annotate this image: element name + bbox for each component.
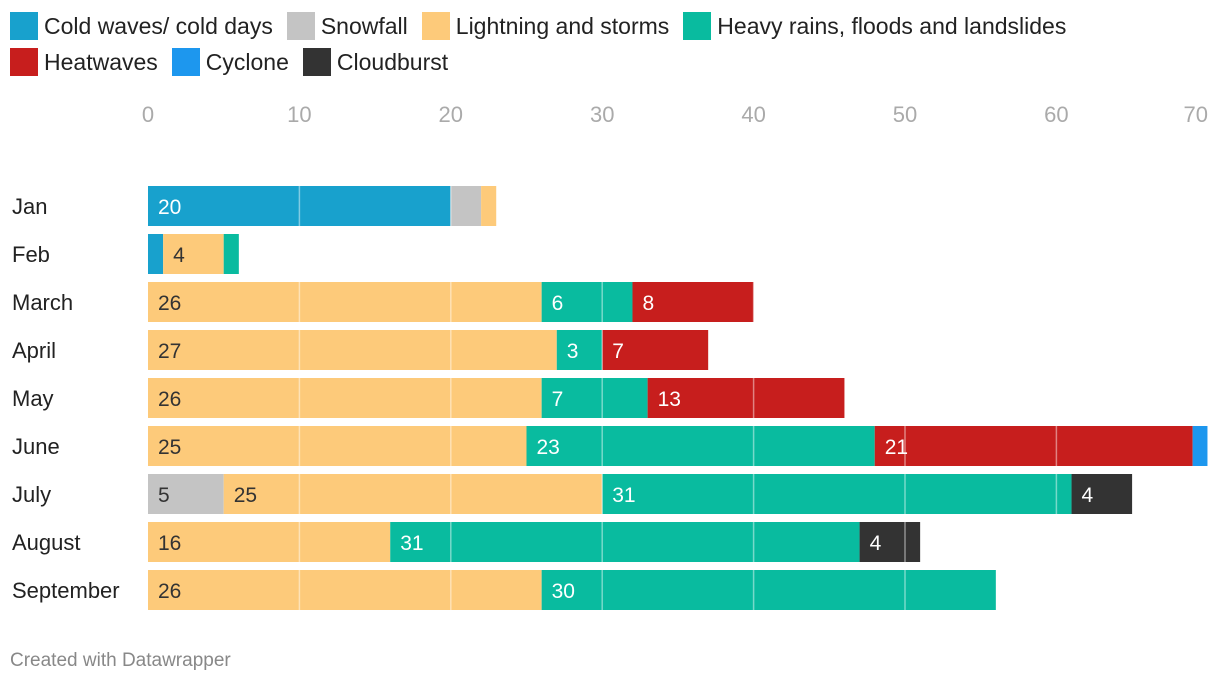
data-label-may-lightning-and-storms: 26: [158, 388, 181, 411]
data-label-july-lightning-and-storms: 25: [234, 484, 257, 507]
category-label-jan: Jan: [12, 194, 47, 219]
legend-item-snowfall: Snowfall: [286, 12, 408, 40]
x-tick-label-60: 60: [1044, 102, 1068, 127]
x-tick-label-20: 20: [439, 102, 463, 127]
legend-item-heatwaves: Heatwaves: [10, 48, 158, 76]
bar-august-heavy-rains-floods-and-landslides: [390, 522, 860, 562]
bar-march-heavy-rains-floods-and-landslides: [541, 282, 633, 322]
bar-jan-cold-waves-cold-days: [148, 186, 451, 226]
bar-march-lightning-and-storms: [148, 282, 542, 322]
bar-feb-heavy-rains-floods-and-landslides: [223, 234, 239, 274]
legend-item-cloudburst: Cloudburst: [302, 48, 449, 76]
bar-feb-cold-waves-cold-days: [148, 234, 164, 274]
data-label-july-cloudburst: 4: [1082, 484, 1094, 507]
bar-june-cyclone: [1192, 426, 1208, 466]
stacked-bar-chart: 0 10 20 30 40 50 60 70 Jan 20 Feb 4 March 26 6 8 April 27…: [12, 102, 1208, 610]
legend-label-cloudburst: Cloudburst: [336, 48, 449, 75]
bar-april-lightning-and-storms: [148, 330, 557, 370]
legend-item-cold-waves: Cold waves/ cold days: [10, 12, 273, 40]
footer-credit: Created with Datawrapper: [10, 650, 231, 671]
legend-label-cold-waves: Cold waves/ cold days: [44, 12, 273, 39]
data-label-august-heavy-rains-floods-and-landslides: 31: [400, 532, 423, 555]
bar-april-heavy-rains-floods-and-landslides: [556, 330, 603, 370]
bar-jan-snowfall: [450, 186, 482, 226]
bar-may-heavy-rains-floods-and-landslides: [541, 378, 648, 418]
data-label-may-heavy-rains-floods-and-landslides: 7: [552, 388, 564, 411]
category-label-feb: Feb: [12, 242, 50, 267]
legend-swatch-snowfall: [286, 12, 315, 40]
category-label-august: August: [12, 530, 81, 555]
bar-april-heatwaves: [602, 330, 709, 370]
legend-row: Heatwaves Cyclone Cloudburst: [10, 44, 1210, 80]
category-label-march: March: [12, 290, 73, 315]
legend-swatch-cloudburst: [302, 48, 331, 76]
data-label-march-lightning-and-storms: 26: [158, 292, 181, 315]
data-label-feb-lightning-and-storms: 4: [173, 244, 185, 267]
data-label-march-heatwaves: 8: [642, 292, 654, 315]
legend-item-cyclone: Cyclone: [171, 48, 289, 76]
category-label-may: May: [12, 386, 54, 411]
bar-july-cloudburst: [1071, 474, 1133, 514]
bar-june-heavy-rains-floods-and-landslides: [526, 426, 875, 466]
data-label-april-lightning-and-storms: 27: [158, 340, 181, 363]
data-label-june-heavy-rains-floods-and-landslides: 23: [537, 436, 560, 459]
bar-june-lightning-and-storms: [148, 426, 527, 466]
legend-label-lightning: Lightning and storms: [455, 12, 670, 39]
x-tick-label-50: 50: [893, 102, 917, 127]
legend-item-heavy-rains: Heavy rains, floods and landslides: [683, 12, 1066, 40]
bar-may-heatwaves: [647, 378, 845, 418]
data-label-june-heatwaves: 21: [885, 436, 908, 459]
data-label-september-heavy-rains-floods-and-landslides: 30: [552, 580, 575, 603]
bar-august-lightning-and-storms: [148, 522, 391, 562]
bar-september-lightning-and-storms: [148, 570, 542, 610]
x-tick-label-70: 70: [1184, 102, 1208, 127]
data-label-may-heatwaves: 13: [658, 388, 681, 411]
legend-swatch-heavy-rains: [683, 12, 712, 40]
legend: Cold waves/ cold days Snowfall Lightning…: [10, 8, 1210, 80]
data-label-august-cloudburst: 4: [870, 532, 882, 555]
data-label-august-lightning-and-storms: 16: [158, 532, 181, 555]
bar-july-lightning-and-storms: [223, 474, 603, 514]
bar-june-heatwaves: [874, 426, 1193, 466]
data-label-jan-cold-waves-cold-days: 20: [158, 196, 181, 219]
x-tick-label-40: 40: [741, 102, 765, 127]
bar-july-snowfall: [148, 474, 224, 514]
legend-item-lightning: Lightning and storms: [421, 12, 670, 40]
legend-swatch-lightning: [421, 12, 450, 40]
data-label-july-snowfall: 5: [158, 484, 170, 507]
bar-march-heatwaves: [632, 282, 754, 322]
legend-swatch-heatwaves: [10, 48, 38, 76]
bar-july-heavy-rains-floods-and-landslides: [602, 474, 1072, 514]
data-label-april-heatwaves: 7: [612, 340, 624, 363]
legend-label-cyclone: Cyclone: [205, 48, 289, 75]
bar-august-cloudburst: [859, 522, 921, 562]
category-label-june: June: [12, 434, 60, 459]
legend-row: Cold waves/ cold days Snowfall Lightning…: [10, 8, 1210, 44]
data-label-july-heavy-rains-floods-and-landslides: 31: [612, 484, 635, 507]
category-label-september: September: [12, 578, 120, 603]
data-label-june-lightning-and-storms: 25: [158, 436, 181, 459]
category-label-july: July: [12, 482, 51, 507]
bar-may-lightning-and-storms: [148, 378, 542, 418]
legend-swatch-cold-waves: [10, 12, 38, 40]
data-label-april-heavy-rains-floods-and-landslides: 3: [567, 340, 579, 363]
bar-feb-lightning-and-storms: [163, 234, 224, 274]
x-tick-label-0: 0: [142, 102, 154, 127]
bar-september-heavy-rains-floods-and-landslides: [541, 570, 996, 610]
legend-label-heavy-rains: Heavy rains, floods and landslides: [717, 12, 1067, 39]
legend-label-heatwaves: Heatwaves: [44, 48, 158, 75]
x-tick-label-10: 10: [287, 102, 311, 127]
bar-jan-lightning-and-storms: [481, 186, 497, 226]
legend-label-snowfall: Snowfall: [320, 12, 408, 39]
legend-swatch-cyclone: [171, 48, 200, 76]
data-label-march-heavy-rains-floods-and-landslides: 6: [552, 292, 564, 315]
x-tick-label-30: 30: [590, 102, 614, 127]
category-label-april: April: [12, 338, 56, 363]
data-label-september-lightning-and-storms: 26: [158, 580, 181, 603]
